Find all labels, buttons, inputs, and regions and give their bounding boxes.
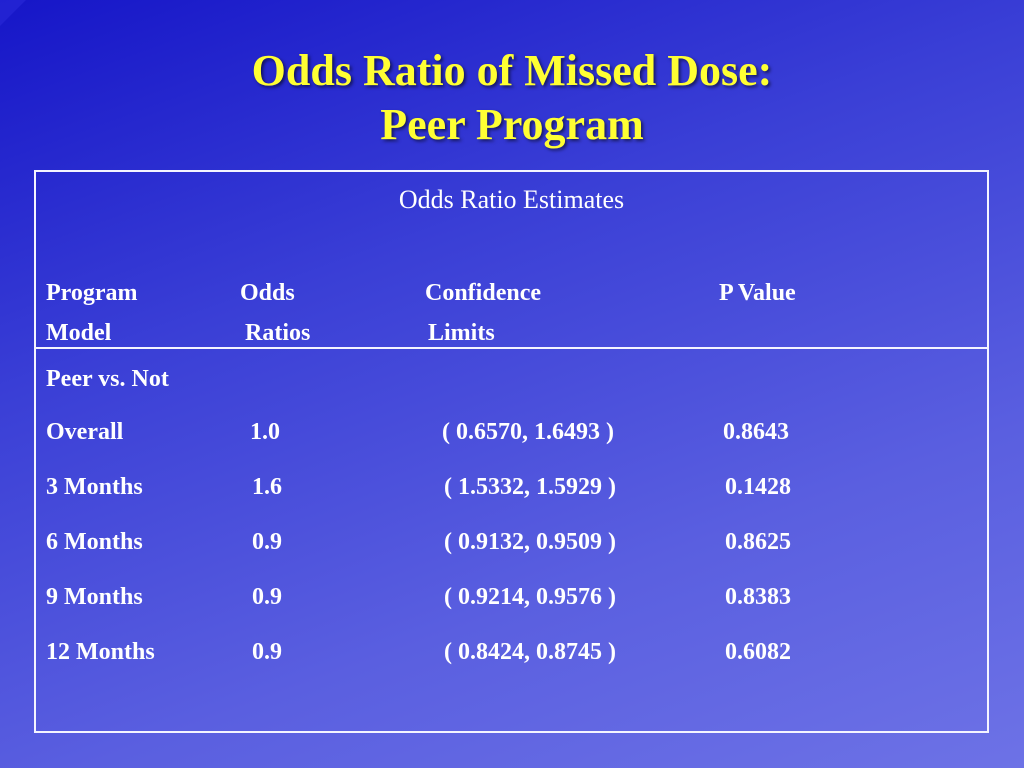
row-label: 6 Months	[46, 529, 143, 555]
row-odds: 1.6	[252, 474, 282, 500]
row-p-value: 0.8625	[725, 529, 791, 555]
header-model: Model	[46, 320, 112, 346]
row-odds: 0.9	[252, 584, 282, 610]
row-odds: 1.0	[250, 419, 280, 445]
header-divider	[36, 347, 987, 349]
row-ci: ( 0.6570, 1.6493 )	[442, 419, 614, 445]
row-ci: ( 0.9132, 0.9509 )	[444, 529, 616, 555]
row-p-value: 0.8643	[723, 419, 789, 445]
row-p-value: 0.8383	[725, 584, 791, 610]
row-ci: ( 0.8424, 0.8745 )	[444, 639, 616, 665]
row-ci: ( 1.5332, 1.5929 )	[444, 474, 616, 500]
group-label: Peer vs. Not	[46, 366, 169, 392]
header-odds: Odds	[240, 280, 295, 306]
corner-accent	[0, 0, 26, 26]
row-label: 9 Months	[46, 584, 143, 610]
row-label: Overall	[46, 419, 124, 445]
row-p-value: 0.6082	[725, 639, 791, 665]
row-p-value: 0.1428	[725, 474, 791, 500]
slide-title-line-1: Odds Ratio of Missed Dose:	[251, 46, 773, 95]
table-caption: Odds Ratio Estimates	[398, 185, 625, 214]
slide-title-line-2: Peer Program	[380, 100, 644, 149]
row-odds: 0.9	[252, 639, 282, 665]
slide-title: Odds Ratio of Missed Dose: Peer Program	[0, 44, 1024, 152]
odds-ratio-table: Odds Ratio Estimates Program Model Odds …	[34, 170, 989, 733]
header-limits: Limits	[428, 320, 495, 346]
row-label: 3 Months	[46, 474, 143, 500]
header-p-value: P Value	[719, 280, 796, 306]
header-ratios: Ratios	[245, 320, 311, 346]
row-odds: 0.9	[252, 529, 282, 555]
row-label: 12 Months	[46, 639, 155, 665]
header-confidence: Confidence	[425, 280, 541, 306]
row-ci: ( 0.9214, 0.9576 )	[444, 584, 616, 610]
header-program: Program	[46, 280, 138, 306]
